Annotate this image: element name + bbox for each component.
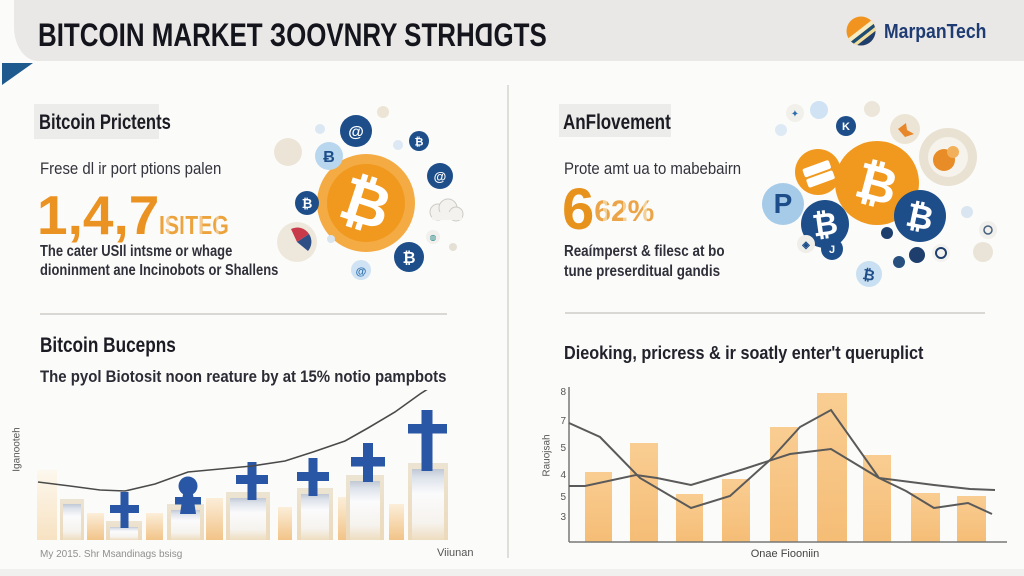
svg-text:3: 3 <box>560 512 566 523</box>
svg-text:₿: ₿ <box>415 137 424 149</box>
svg-text:J: J <box>829 244 835 256</box>
svg-text:₿: ₿ <box>402 249 415 267</box>
svg-text:5: 5 <box>560 492 566 503</box>
svg-text:K: K <box>842 121 850 133</box>
svg-text:₿: ₿ <box>302 196 313 211</box>
svg-text:@: @ <box>348 124 364 141</box>
svg-text:Ƀ: Ƀ <box>323 149 335 166</box>
svg-text:₿: ₿ <box>861 266 876 285</box>
svg-text:8: 8 <box>560 387 566 398</box>
svg-text:5: 5 <box>560 443 566 454</box>
svg-text:◍: ◍ <box>430 233 437 242</box>
svg-text:₿: ₿ <box>810 205 840 243</box>
svg-text:@: @ <box>356 266 367 278</box>
svg-text:P: P <box>774 188 793 219</box>
svg-text:7: 7 <box>560 416 566 427</box>
svg-text:◈: ◈ <box>801 240 810 251</box>
svg-text:4: 4 <box>560 470 566 481</box>
svg-text:@: @ <box>434 169 447 184</box>
svg-text:✦: ✦ <box>791 109 799 120</box>
